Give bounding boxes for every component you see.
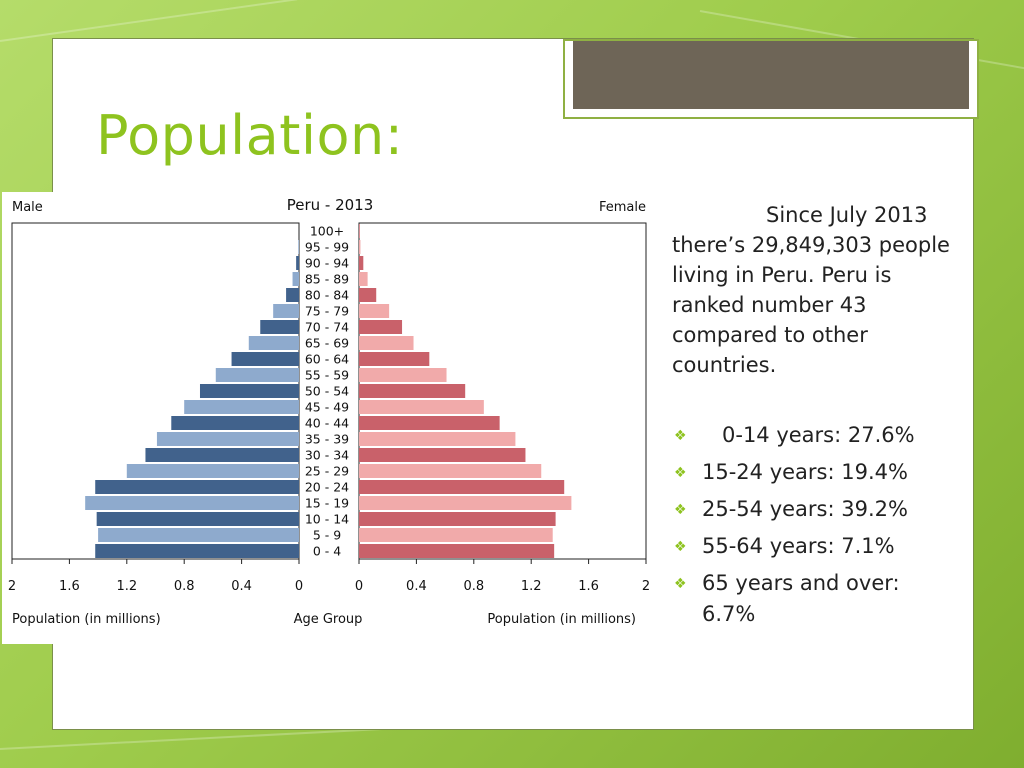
- age-group-label: 90 - 94: [305, 256, 349, 271]
- male-bar: [231, 352, 299, 366]
- diamond-cluster-icon: ❖: [674, 428, 687, 444]
- female-bar: [359, 512, 556, 526]
- age-group-label: 0 - 4: [313, 544, 341, 559]
- male-bar: [199, 384, 299, 398]
- male-bar: [171, 416, 299, 430]
- list-item: ❖ 0-14 years: 27.6%: [672, 420, 956, 451]
- male-bar: [286, 288, 299, 302]
- male-axis-tick-label: 1.2: [116, 579, 137, 594]
- male-bar: [126, 464, 299, 478]
- female-axis-tick-label: 2: [642, 579, 650, 594]
- male-bar: [95, 480, 299, 494]
- female-bar: [359, 256, 364, 270]
- male-bar: [292, 272, 299, 286]
- diamond-cluster-icon: ❖: [674, 539, 687, 555]
- female-axis-tick-label: 0.4: [406, 579, 427, 594]
- age-group-label: 45 - 49: [305, 400, 349, 415]
- age-group-label: 30 - 34: [305, 448, 349, 463]
- female-bar: [359, 368, 447, 382]
- list-item: ❖ 55-64 years: 7.1%: [672, 531, 956, 562]
- diamond-cluster-icon: ❖: [674, 502, 687, 518]
- age-group-label: 20 - 24: [305, 480, 349, 495]
- male-axis-title: Population (in millions): [12, 612, 161, 627]
- title-placeholder-box: [563, 39, 979, 119]
- female-bar: [359, 432, 516, 446]
- age-group-label: 15 - 19: [305, 496, 349, 511]
- left-panel-label: Male: [12, 200, 43, 215]
- age-group-label: 10 - 14: [305, 512, 349, 527]
- diamond-cluster-icon: ❖: [674, 576, 687, 592]
- age-group-label: 5 - 9: [313, 528, 341, 543]
- age-group-label: 50 - 54: [305, 384, 349, 399]
- age-group-label: 80 - 84: [305, 288, 349, 303]
- background-stripe: [0, 0, 298, 42]
- female-axis-tick-label: 1.2: [521, 579, 542, 594]
- population-summary-paragraph: Since July 2013 there’s 29,849,303 peopl…: [672, 203, 950, 377]
- male-bar: [95, 544, 299, 558]
- list-item: ❖ 15-24 years: 19.4%: [672, 457, 956, 488]
- female-bar: [359, 240, 361, 254]
- right-panel-label: Female: [599, 200, 646, 215]
- female-bar: [359, 272, 368, 286]
- male-bar: [98, 528, 299, 542]
- male-bar: [85, 496, 299, 510]
- female-axis-tick-label: 1.6: [578, 579, 599, 594]
- male-axis-tick-label: 1.6: [59, 579, 80, 594]
- male-bar: [156, 432, 299, 446]
- age-group-label: 75 - 79: [305, 304, 349, 319]
- age-group-label: 35 - 39: [305, 432, 349, 447]
- female-bar: [359, 288, 377, 302]
- female-bar: [359, 496, 572, 510]
- female-bar: [359, 448, 526, 462]
- male-bar: [273, 304, 299, 318]
- male-axis-tick-label: 0.4: [231, 579, 252, 594]
- male-bar: [248, 336, 299, 350]
- female-bar: [359, 336, 414, 350]
- female-bar: [359, 352, 430, 366]
- male-axis-tick-label: 0.8: [174, 579, 195, 594]
- male-bar: [184, 400, 299, 414]
- age-group-label: 70 - 74: [305, 320, 349, 335]
- male-bar: [96, 512, 299, 526]
- male-bar: [298, 240, 299, 254]
- female-axis-tick-label: 0.8: [463, 579, 484, 594]
- female-bar: [359, 400, 484, 414]
- age-group-label: 100+: [310, 224, 344, 239]
- age-group-label: 55 - 59: [305, 368, 349, 383]
- male-axis-tick-label: 0: [295, 579, 303, 594]
- age-group-label: 95 - 99: [305, 240, 349, 255]
- list-item: ❖ 65 years and over: 6.7%: [674, 571, 900, 626]
- male-bar: [260, 320, 299, 334]
- female-axis-tick-label: 0: [355, 579, 363, 594]
- chart-title: Peru - 2013: [287, 196, 374, 214]
- title-bar: [573, 41, 969, 109]
- diamond-cluster-icon: ❖: [674, 465, 687, 481]
- slide-body-text: Since July 2013 there’s 29,849,303 peopl…: [672, 200, 956, 636]
- female-bar: [359, 304, 390, 318]
- age-structure-list: ❖ 0-14 years: 27.6% ❖ 15-24 years: 19.4% ❖…: [672, 420, 956, 630]
- age-group-label: 40 - 44: [305, 416, 349, 431]
- age-group-label: 25 - 29: [305, 464, 349, 479]
- female-bar: [359, 224, 360, 238]
- age-group-label: 65 - 69: [305, 336, 349, 351]
- male-bar: [215, 368, 299, 382]
- male-axis-tick-label: 2: [8, 579, 16, 594]
- population-pyramid-chart: Male Female Peru - 2013 100+ 95 - 99 90 - 94 8…: [2, 192, 662, 644]
- female-axis-title: Population (in millions): [487, 612, 636, 627]
- age-group-label: 85 - 89: [305, 272, 349, 287]
- slide-heading: Population:: [96, 104, 404, 167]
- female-bar: [359, 544, 555, 558]
- male-bar: [145, 448, 299, 462]
- female-bar: [359, 416, 500, 430]
- female-bar: [359, 528, 553, 542]
- female-bar: [359, 464, 542, 478]
- male-bar: [296, 256, 299, 270]
- female-bar: [359, 320, 403, 334]
- list-item: ❖ 25-54 years: 39.2%: [672, 494, 956, 525]
- age-group-label: 60 - 64: [305, 352, 349, 367]
- female-bar: [359, 480, 565, 494]
- female-bar: [359, 384, 466, 398]
- age-group-axis-title: Age Group: [294, 612, 363, 627]
